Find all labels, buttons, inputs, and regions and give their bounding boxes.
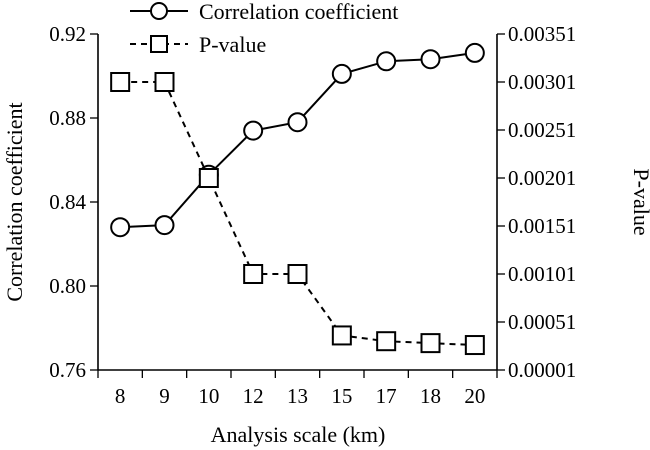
pvalue-point [287, 264, 308, 284]
legend-label-correlation: Correlation coefficient [199, 0, 398, 24]
x-tick-label: 15 [331, 384, 352, 408]
pvalue-point [464, 335, 485, 356]
pvalue-point [331, 325, 352, 346]
series-layer [110, 42, 485, 356]
correlation-point [243, 120, 264, 141]
y2-tick-label: 0.00001 [508, 358, 576, 382]
y2-tick-label: 0.00151 [508, 214, 576, 238]
y2-tick-label: 0.00051 [508, 310, 576, 334]
x-tick-label: 9 [159, 384, 170, 408]
legend-marker-pvalue [150, 35, 168, 53]
y2-tick-label: 0.00101 [508, 262, 576, 286]
x-tick-label: 10 [198, 384, 219, 408]
correlation-point [464, 42, 485, 63]
pvalue-point [376, 331, 397, 352]
pvalue-point [420, 333, 441, 354]
legend: Correlation coefficient P-value [130, 0, 398, 57]
x-tick-label: 12 [243, 384, 264, 408]
pvalue-point [198, 168, 219, 188]
correlation-point [287, 112, 308, 133]
x-tick-label: 17 [376, 384, 397, 408]
correlation-point [376, 51, 397, 72]
y-tick-label: 0.76 [49, 358, 86, 382]
x-tick-label: 20 [464, 384, 485, 408]
pvalue-point [243, 264, 264, 284]
y2-tick-label: 0.00301 [508, 70, 576, 94]
y-tick-label: 0.84 [49, 190, 86, 214]
correlation-point [154, 215, 175, 236]
x-axis-ticks: 8 9 10 12 13 15 17 18 20 [97, 370, 498, 408]
correlation-point [331, 63, 352, 84]
legend-label-pvalue: P-value [199, 32, 266, 57]
correlation-point [420, 49, 441, 70]
y2-tick-label: 0.00251 [508, 118, 576, 142]
y2-axis-title: P-value [629, 168, 650, 235]
right-axis-ticks: 0.00001 0.00051 0.00101 0.00151 0.00201 0.002… [497, 22, 576, 382]
y-tick-label: 0.80 [49, 274, 86, 298]
y-tick-label: 0.92 [49, 22, 86, 46]
x-axis-title: Analysis scale (km) [211, 422, 386, 447]
y2-tick-label: 0.00351 [508, 22, 576, 46]
y2-tick-label: 0.00201 [508, 166, 576, 190]
correlation-point [110, 217, 131, 238]
pvalue-point [110, 72, 131, 92]
x-tick-label: 13 [287, 384, 308, 408]
y-tick-label: 0.88 [49, 106, 86, 130]
x-tick-label: 18 [420, 384, 441, 408]
legend-marker-correlation [150, 2, 168, 20]
x-tick-label: 8 [115, 384, 126, 408]
left-axis-ticks: 0.76 0.80 0.84 0.88 0.92 [49, 22, 98, 382]
pvalue-point [154, 72, 175, 92]
y-axis-title: Correlation coefficient [2, 102, 27, 301]
